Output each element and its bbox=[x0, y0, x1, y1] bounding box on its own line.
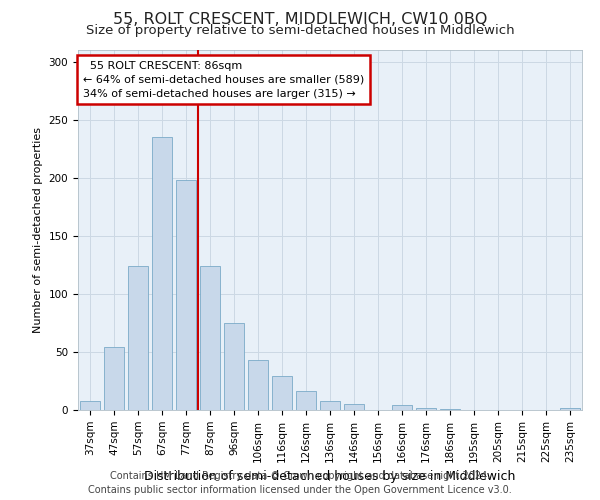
Bar bbox=[152, 137, 172, 410]
Bar bbox=[176, 180, 196, 410]
Bar bbox=[296, 392, 316, 410]
Bar bbox=[344, 404, 364, 410]
Bar bbox=[272, 376, 292, 410]
Bar bbox=[248, 360, 268, 410]
Bar bbox=[416, 408, 436, 410]
Y-axis label: Number of semi-detached properties: Number of semi-detached properties bbox=[33, 127, 43, 333]
Bar bbox=[200, 266, 220, 410]
Bar bbox=[440, 409, 460, 410]
Bar bbox=[104, 348, 124, 410]
Bar bbox=[392, 406, 412, 410]
Bar bbox=[560, 408, 580, 410]
Bar bbox=[224, 323, 244, 410]
Bar bbox=[80, 400, 100, 410]
X-axis label: Distribution of semi-detached houses by size in Middlewich: Distribution of semi-detached houses by … bbox=[145, 470, 515, 483]
Text: Contains HM Land Registry data © Crown copyright and database right 2024.
Contai: Contains HM Land Registry data © Crown c… bbox=[88, 471, 512, 495]
Bar bbox=[320, 400, 340, 410]
Text: Size of property relative to semi-detached houses in Middlewich: Size of property relative to semi-detach… bbox=[86, 24, 514, 37]
Text: 55 ROLT CRESCENT: 86sqm
← 64% of semi-detached houses are smaller (589)
34% of s: 55 ROLT CRESCENT: 86sqm ← 64% of semi-de… bbox=[83, 61, 364, 99]
Text: 55, ROLT CRESCENT, MIDDLEWICH, CW10 0BQ: 55, ROLT CRESCENT, MIDDLEWICH, CW10 0BQ bbox=[113, 12, 487, 28]
Bar bbox=[128, 266, 148, 410]
